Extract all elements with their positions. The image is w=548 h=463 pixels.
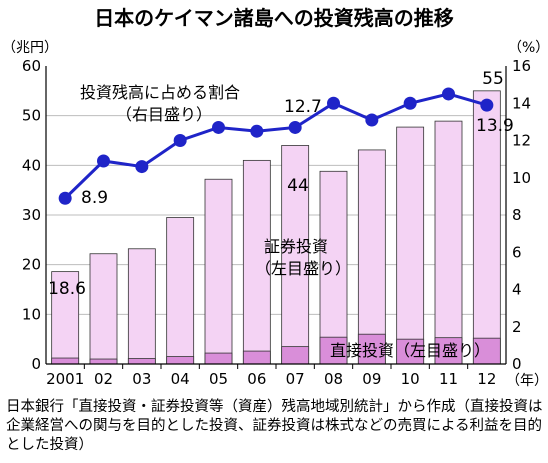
direct-investment-bar (357, 333, 386, 365)
direct-investment-bar (396, 338, 425, 365)
x-tick-label: 02 (94, 370, 113, 388)
left-tick-label: 10 (22, 305, 41, 323)
ratio-point (442, 87, 455, 101)
ratio-point (58, 191, 72, 205)
ratio-point (327, 96, 340, 110)
ratio-point (173, 134, 187, 147)
securities-bar (166, 217, 195, 365)
data-label-bar-2001: 18.6 (48, 279, 86, 299)
line-series-label: 投資残高に占める割合 (80, 83, 240, 102)
right-tick-label: 0 (512, 355, 522, 373)
ratio-point (365, 113, 379, 127)
chart: 日本のケイマン諸島への投資残高の推移 （兆円） （%） （年） 01020304… (2, 6, 548, 389)
securities-axis-note: （左目盛り） (255, 259, 351, 278)
direct-investment-bar (319, 336, 348, 365)
x-tick-label: 11 (439, 370, 458, 388)
direct-investment-bar (127, 358, 156, 365)
direct-investment-bar (204, 352, 233, 365)
ratio-point (250, 124, 264, 138)
left-tick-label: 40 (22, 156, 41, 174)
data-label-bar-2007: 44 (287, 176, 309, 196)
ratio-point (480, 98, 494, 112)
direct-investment-bar (472, 337, 501, 365)
x-tick-label: 03 (132, 370, 151, 388)
direct-investment-bar (89, 358, 118, 365)
direct-investment-bar (166, 356, 195, 365)
direct-investment-bar (434, 337, 463, 365)
x-tick-label: 12 (477, 370, 496, 388)
securities-bar (127, 248, 156, 365)
right-axis-unit: （%） (508, 40, 548, 56)
direct-investment-bar (51, 357, 80, 365)
securities-bar (434, 120, 463, 365)
direct-investment-bar (281, 346, 310, 365)
right-tick-label: 12 (512, 132, 531, 150)
x-tick-label: 2001 (46, 370, 84, 388)
data-label-line-2012: 13.9 (476, 116, 514, 136)
left-tick-label: 20 (22, 256, 41, 274)
ratio-point (97, 154, 110, 168)
left-tick-label: 50 (22, 107, 41, 125)
securities-bar (319, 170, 348, 365)
ratio-point (212, 120, 225, 134)
x-tick-label: 08 (324, 370, 343, 388)
securities-bar (472, 90, 501, 365)
chart-title: 日本のケイマン諸島への投資残高の推移 (94, 6, 454, 30)
right-tick-label: 6 (512, 243, 522, 261)
data-label-bar-2012: 55 (482, 69, 504, 89)
data-label-line-2001: 8.9 (81, 188, 108, 208)
x-tick-label: 06 (247, 370, 266, 388)
x-tick-label: 09 (362, 370, 381, 388)
direct-investment-bar (242, 350, 271, 365)
left-tick-label: 60 (22, 57, 41, 75)
gridlines (46, 115, 506, 315)
ratio-point (288, 120, 302, 134)
securities-bar (357, 149, 386, 365)
x-tick-label: 05 (209, 370, 228, 388)
axes (45, 66, 507, 369)
direct-investment-label: 直接投資（左目盛り） (330, 341, 490, 360)
right-tick-label: 10 (512, 169, 531, 187)
source-note: 日本銀行「直接投資・証券投資等（資産）残高地域別統計」から作成（直接投資は企業経… (6, 399, 543, 453)
ratio-point (135, 160, 149, 174)
line-series-axis-note: （右目盛り） (116, 105, 212, 124)
right-tick-label: 8 (512, 206, 522, 224)
securities-bar (204, 178, 233, 365)
right-tick-label: 14 (512, 94, 531, 112)
ratio-line (58, 87, 494, 205)
left-tick-label: 0 (31, 355, 41, 373)
right-tick-label: 16 (512, 57, 531, 75)
securities-bar (396, 126, 425, 365)
left-tick-label: 30 (22, 206, 41, 224)
securities-label: 証券投資 (264, 237, 328, 256)
data-label-line-2007: 12.7 (284, 97, 322, 117)
x-tick-label: 07 (286, 370, 305, 388)
securities-bar (51, 271, 80, 365)
securities-bar (89, 253, 118, 365)
left-axis-unit: （兆円） (2, 40, 58, 56)
x-axis-unit: （年） (506, 373, 548, 389)
right-tick-label: 2 (512, 318, 522, 336)
x-tick-label: 04 (171, 370, 190, 388)
right-tick-label: 4 (512, 281, 522, 299)
x-tick-label: 10 (401, 370, 420, 388)
bars (51, 90, 501, 365)
ratio-point (403, 96, 417, 110)
securities-bar (281, 145, 310, 365)
